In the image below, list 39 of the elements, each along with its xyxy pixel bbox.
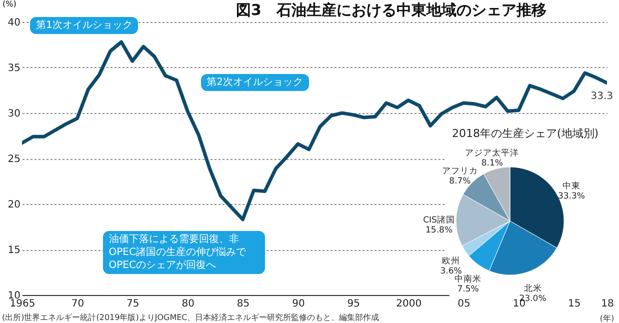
chart-title: 2018年の生産シェア(地域別) — [452, 126, 599, 141]
data-label: 8.1% — [481, 158, 503, 168]
x-tick-label: 10 — [512, 298, 526, 310]
x-tick-label: 2000 — [396, 298, 422, 310]
y-axis-title: (%) — [2, 0, 16, 8]
x-tick-label: 1965 — [10, 298, 36, 310]
y-tick-label: 15 — [8, 245, 20, 256]
slice-label: 欧州 — [442, 256, 460, 267]
data-label: 15.8% — [426, 226, 453, 236]
data-label: 7.5% — [457, 284, 479, 294]
x-tick-label: 75 — [126, 298, 140, 310]
data-label: 33.3% — [558, 191, 585, 202]
x-tick-label: 95 — [347, 298, 360, 310]
y-tick-label: 25 — [8, 154, 20, 165]
x-tick-label: 85 — [236, 298, 250, 310]
annotation: 油価下落による需要回復、非OPEC諸国の生産の伸び悩みでOPECのシェアが回復へ — [102, 231, 265, 274]
x-tick-label: 18 — [601, 298, 614, 310]
data-label: 8.7% — [449, 176, 471, 187]
x-tick-label: 70 — [71, 298, 84, 310]
slice-label: 中南米 — [454, 273, 482, 284]
x-tick-label: 80 — [182, 298, 194, 310]
slice-label: 中東 — [562, 180, 580, 192]
chart-title: 図3 石油生産における中東地域のシェア推移 — [236, 1, 546, 20]
text: (出所)世界エネルギー統計(2019年版)よりJOGMEC、日本経済エネルギー研究所監修のもと、編集部作成 — [2, 312, 380, 323]
x-tick-label: 90 — [292, 298, 305, 310]
x-tick-label: 15 — [568, 298, 581, 310]
slice-label: 北米 — [524, 283, 542, 294]
y-tick-label: 20 — [8, 200, 20, 210]
y-tick-label: 30 — [8, 108, 20, 120]
y-tick-label: 40 — [8, 18, 20, 28]
x-tick-label: 05 — [458, 298, 470, 310]
slice-label: CIS諸国 — [423, 214, 455, 226]
annotation: 第1次オイルショック — [30, 17, 138, 34]
annotation: 第2次オイルショック — [200, 74, 309, 91]
y-tick-label: 35 — [8, 63, 20, 74]
x-axis-title: (年) — [600, 314, 614, 323]
slice-label: アフリカ — [442, 166, 478, 177]
data-label: 33.3 — [590, 90, 613, 102]
slice-label: アジア太平洋 — [465, 147, 520, 158]
